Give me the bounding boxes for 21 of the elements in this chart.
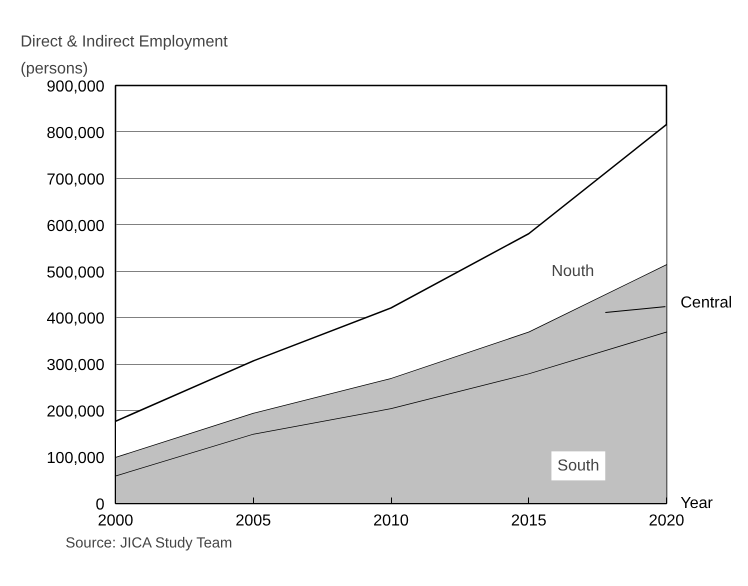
x-tick-label: 2015 — [510, 512, 547, 530]
y-tick-label: 800,000 — [46, 124, 105, 142]
y-tick-label: 600,000 — [46, 218, 105, 235]
y-tick-label: 0 — [96, 496, 105, 514]
y-tick-label: 300,000 — [46, 357, 105, 374]
series-label: Nouth — [551, 263, 594, 280]
series-label: South — [557, 457, 600, 474]
legend-label: Central — [680, 294, 732, 312]
source-note: Source: JICA Study Team — [66, 536, 232, 552]
y-tick-label: 500,000 — [46, 264, 105, 282]
x-tick-label: 2020 — [648, 512, 684, 530]
x-tick-label: 2010 — [373, 512, 409, 530]
y-axis-title: Direct & Indirect Employment (persons) — [20, 33, 228, 78]
y-tick-label: 100,000 — [46, 450, 105, 468]
y-tick-label: 700,000 — [46, 171, 105, 188]
x-axis-title: Year — [680, 495, 714, 512]
x-tick-label: 2000 — [98, 512, 134, 530]
y-tick-label: 400,000 — [46, 310, 105, 328]
y-tick-label: 900,000 — [46, 78, 105, 96]
y-tick-label: 200,000 — [46, 404, 105, 421]
x-tick-label: 2005 — [235, 512, 272, 530]
